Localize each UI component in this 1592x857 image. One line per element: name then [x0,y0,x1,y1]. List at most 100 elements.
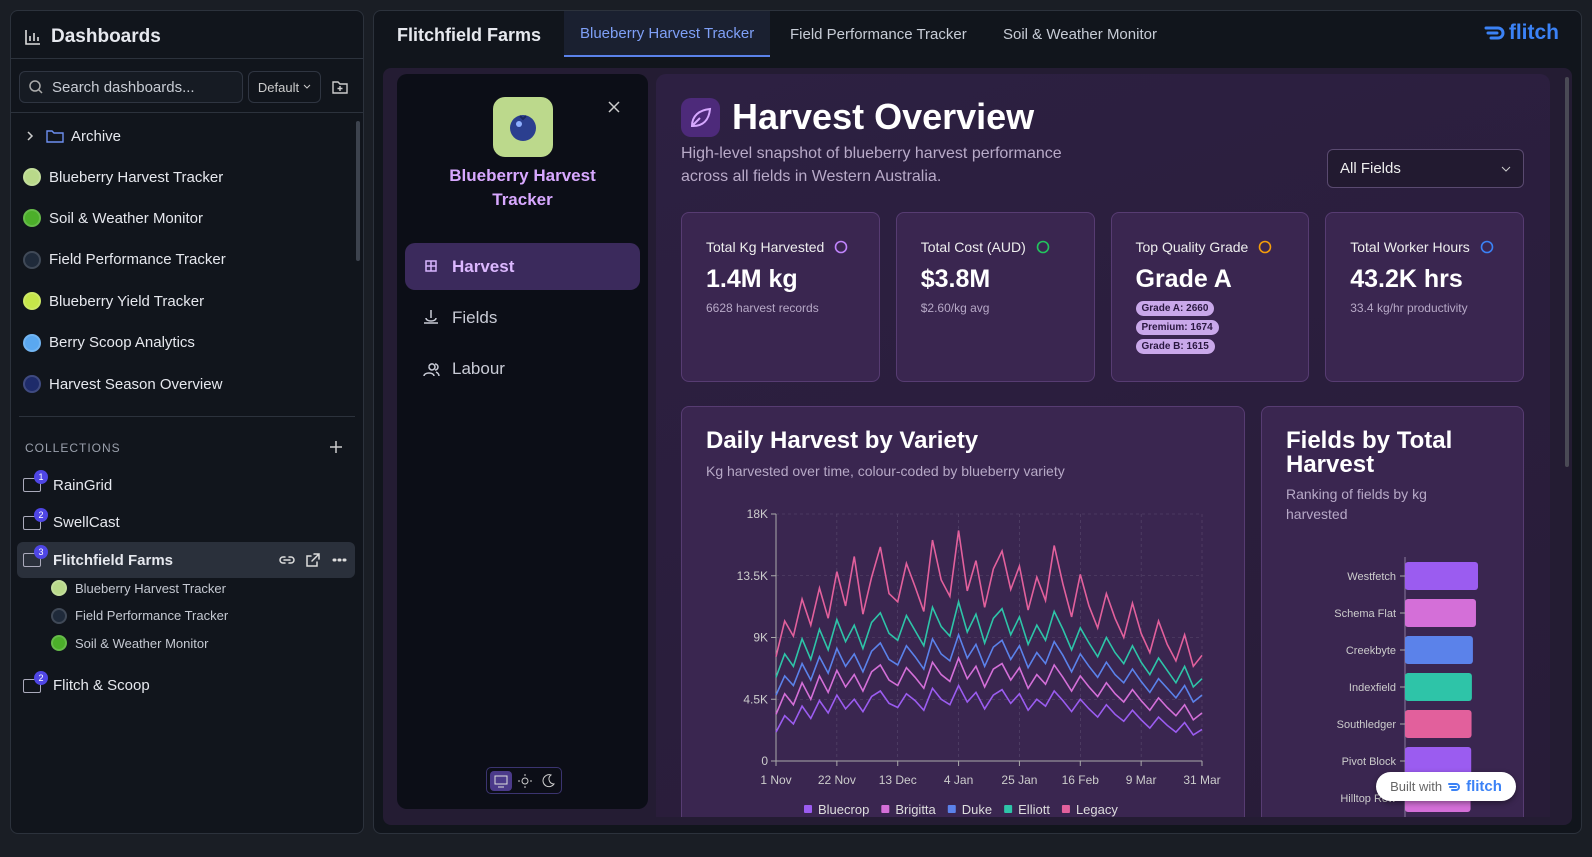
series-line [775,655,1203,722]
content: Harvest Overview High-level snapshot of … [656,74,1550,817]
dashboard-item[interactable]: Berry Scoop Analytics [23,325,351,361]
chevron [1501,166,1511,172]
kpi-label: Total Cost (AUD) [921,239,1050,255]
bar [1405,710,1472,738]
theme-system[interactable] [490,770,513,791]
kpi-icon [1259,240,1272,254]
collection-count: 1 [34,470,48,484]
dashboard-item[interactable]: Field Performance Tracker [23,242,351,278]
dashboard-item[interactable]: Harvest Season Overview [23,366,351,402]
collection-name: SwellCast [53,514,120,531]
kpi-card: Top Quality Grade Grade A Grade A: 2660 Pre… [1110,212,1310,382]
collection-item[interactable]: 2 Flitch & Scoop [17,668,355,704]
more-button[interactable] [331,552,347,568]
bar-chart-card: Fields by Total Harvest Ranking of field… [1261,406,1524,817]
category-label: Westfetch [1347,571,1396,583]
built-with-badge[interactable]: Built with flitch [1376,772,1516,801]
legend-label: Elliott [1018,802,1050,817]
dashboard-icon [23,168,41,186]
series-line [775,598,1203,689]
chart-subtitle: Kg harvested over time, colour-coded by … [706,463,1065,479]
kpi-icon [1036,240,1050,254]
search-box[interactable]: Search dashboards... [19,71,243,103]
collection-dashboard[interactable]: Field Performance Tracker [51,602,351,630]
archive-row[interactable]: Archive [23,118,351,154]
brand-logo [1448,782,1461,791]
kpi-label: Top Quality Grade [1136,239,1273,255]
folder-icon [46,130,64,143]
kpi-icon-shape [834,240,848,254]
collection-dashboard[interactable]: Blueberry Harvest Tracker [51,574,351,602]
bar [1405,673,1472,701]
brand: flitch [1483,21,1559,45]
y-tick-label: 4.5K [743,692,768,706]
collection-count: 3 [34,545,48,559]
kpi-label-text: Total Kg Harvested [706,239,825,255]
collection-actions [279,552,347,568]
sort-select[interactable]: Default [248,71,321,103]
open-button[interactable] [305,552,321,568]
nav-icon-shape [424,310,438,325]
dashboard-item[interactable]: Soil & Weather Monitor [23,200,351,236]
theme-dark[interactable] [538,771,558,791]
legend-swatch [947,805,956,813]
theme-toggle [486,767,562,794]
nav-item[interactable]: Harvest [405,243,640,290]
category-label: Southledger [1337,719,1397,731]
tab[interactable]: Blueberry Harvest Tracker [564,11,771,57]
collection-item[interactable]: 3 Flitchfield Farms [17,542,355,578]
tab[interactable]: Field Performance Tracker [790,25,967,43]
app-logo [493,97,553,157]
bar [1405,562,1478,590]
kpi-card: Total Worker Hours 43.2K hrs 33.4 kg/hr pr… [1325,212,1524,382]
search-placeholder: Search dashboards... [52,78,195,96]
theme-light[interactable] [515,771,535,791]
tab[interactable]: Soil & Weather Monitor [1003,25,1157,43]
collection-dashboard[interactable]: Soil & Weather Monitor [51,629,351,657]
legend-label: Legacy [1076,802,1118,817]
chart-title: Fields by Total Harvest [1286,427,1453,478]
collection-item[interactable]: 1 RainGrid [17,467,355,503]
link-button[interactable] [279,552,295,568]
x-tick-label: 13 Dec [879,773,917,787]
link-icon [279,556,295,564]
sort-label: Default [257,79,300,95]
collection-name: Flitch & Scoop [53,677,150,694]
dashboard-name: Field Performance Tracker [75,608,229,623]
nav-label: Labour [452,359,505,379]
y-tick-label: 18K [747,507,768,521]
dashboard-item[interactable]: Blueberry Yield Tracker [23,283,351,319]
close-button[interactable] [608,101,620,113]
page-subtitle: High-level snapshot of blueberry harvest… [681,145,1062,185]
category-label: Schema Flat [1334,608,1396,620]
collection-count: 2 [34,507,48,522]
new-folder-button[interactable] [331,78,349,96]
sidebar: Dashboards Search dashboards... Default … [10,10,364,834]
bar-chart: Westfetch Schema Flat Creekbyte Indexfield S… [1334,557,1478,817]
add-collection-button[interactable] [329,440,343,454]
brand-name: flitch [1508,21,1559,44]
field-filter[interactable]: All Fields [1327,149,1524,188]
kpi-label: Total Worker Hours [1350,239,1494,255]
dashboard-item[interactable]: Blueberry Harvest Tracker [23,159,351,195]
legend-swatch [804,805,812,813]
line-chart-card: Daily Harvest by Variety Kg harvested ov… [681,406,1245,817]
dashboard-icon [51,635,67,651]
legend-swatch [1004,805,1013,813]
category-label: Indexfield [1349,682,1396,694]
kpi-icon-shape [1259,240,1272,254]
collection-name: RainGrid [53,476,113,494]
scrollbar [356,121,360,261]
kpi-value: $3.8M [920,265,991,293]
filter-label: All Fields [1340,160,1401,177]
divider [11,112,363,113]
folder-icon: 2 [23,507,48,530]
nav-icon-shape [423,362,440,376]
nav-item[interactable]: Labour [405,346,640,393]
collection-item[interactable]: 2 SwellCast [17,505,355,541]
nav-item[interactable]: Fields [405,294,640,341]
dashboard-name: Soil & Weather Monitor [49,209,203,227]
dashboard-icon [23,333,41,352]
nav-icon-shape [425,260,437,272]
y-tick-label: 0 [761,754,768,768]
